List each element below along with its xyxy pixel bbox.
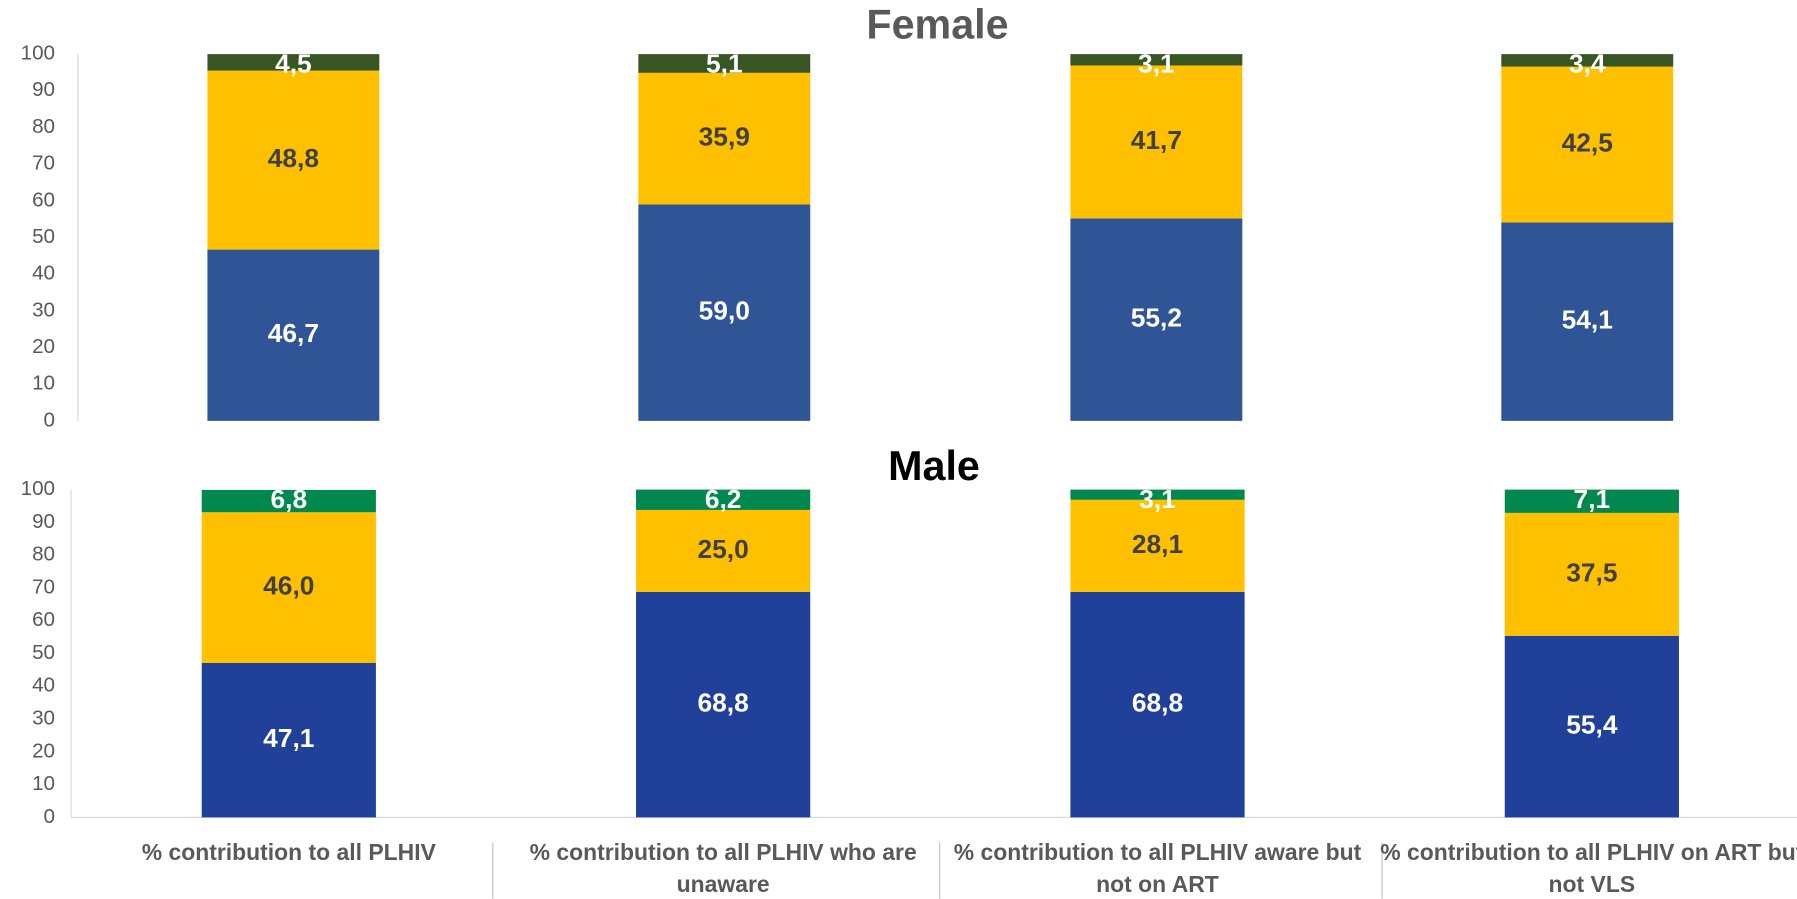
y-tick-label: 30 — [32, 707, 55, 730]
x-tick-label-box: % contribution to all PLHIV on ART but n… — [1380, 840, 1797, 898]
y-tick-label: 80 — [32, 115, 55, 138]
data-label: 35,9 — [699, 122, 750, 152]
bar-segment — [1070, 54, 1243, 66]
bar-segment — [638, 204, 811, 421]
data-label: 46,7 — [268, 318, 319, 348]
data-label: 5,1 — [706, 49, 743, 79]
bar-segment — [1504, 512, 1679, 636]
x-tick-label: % contribution to all PLHIV aware but no… — [953, 840, 1362, 898]
y-tick-label: 100 — [21, 477, 55, 500]
data-label: 55,2 — [1131, 303, 1182, 333]
data-label: 59,0 — [699, 296, 750, 326]
y-tick-label: 30 — [32, 298, 55, 321]
data-label: 25,0 — [698, 534, 749, 564]
y-tick-label: 60 — [32, 188, 55, 211]
data-label: 46,0 — [263, 571, 314, 601]
chart-title: Male — [888, 443, 980, 489]
y-tick-label: 10 — [32, 372, 55, 395]
bar-segment — [638, 54, 811, 73]
x-tick-label-box: % contribution to all PLHIV — [141, 840, 436, 866]
bar-segment — [207, 249, 380, 421]
x-tick-label: % contribution to all PLHIV — [141, 840, 436, 866]
y-tick-label: 90 — [32, 510, 55, 533]
bar-segment — [636, 489, 811, 510]
y-tick-label: 10 — [32, 772, 55, 795]
bar-segment — [1501, 54, 1674, 67]
bar-segment — [636, 509, 811, 592]
bar-segment — [1070, 499, 1245, 592]
data-label: 7,1 — [1574, 484, 1611, 514]
y-tick-label: 80 — [32, 543, 55, 566]
bar-segment — [1070, 218, 1243, 421]
bar-segment — [1501, 222, 1674, 421]
y-tick-label: 40 — [32, 674, 55, 697]
data-label: 42,5 — [1562, 127, 1613, 157]
y-tick-label: 40 — [32, 262, 55, 285]
x-tick-label-box: % contribution to all PLHIV aware but no… — [953, 840, 1362, 898]
y-tick-label: 70 — [32, 152, 55, 175]
y-tick-label: 100 — [21, 42, 55, 65]
bar-segment — [1070, 65, 1243, 219]
data-label: 54,1 — [1562, 305, 1613, 335]
data-label: 68,8 — [1132, 688, 1183, 718]
data-label: 6,2 — [705, 484, 742, 514]
data-label: 47,1 — [263, 723, 314, 753]
bar-segment — [201, 512, 376, 664]
bar-segment — [201, 663, 376, 818]
y-tick-label: 50 — [32, 225, 55, 248]
data-label: 48,8 — [268, 143, 319, 173]
data-label: 3,4 — [1569, 49, 1606, 79]
bar-segment — [1504, 489, 1679, 513]
x-tick-label-box: % contribution to all PLHIV who are unaw… — [529, 840, 917, 898]
data-label: 3,1 — [1139, 484, 1176, 514]
bar-segment — [1504, 635, 1679, 818]
data-label: 55,4 — [1566, 710, 1618, 740]
y-tick-label: 0 — [44, 408, 55, 431]
y-tick-label: 20 — [32, 335, 55, 358]
y-tick-label: 50 — [32, 641, 55, 664]
bar-segment — [1501, 66, 1674, 223]
chart-title: Female — [866, 2, 1008, 48]
data-label: 6,8 — [270, 484, 307, 514]
y-tick-label: 0 — [44, 805, 55, 828]
bar-segment — [207, 70, 380, 250]
y-tick-label: 70 — [32, 575, 55, 598]
x-tick-label: % contribution to all PLHIV who are unaw… — [529, 840, 917, 898]
data-label: 37,5 — [1566, 557, 1617, 587]
data-label: 4,5 — [275, 49, 312, 79]
bar-segment — [207, 54, 380, 71]
data-label: 41,7 — [1131, 125, 1182, 155]
bar-segment — [638, 72, 811, 205]
data-label: 68,8 — [698, 688, 749, 718]
x-tick-label: % contribution to all PLHIV on ART but n… — [1380, 840, 1797, 898]
bar-segment — [1070, 489, 1245, 500]
data-label: 3,1 — [1138, 49, 1175, 79]
bar-segment — [636, 591, 811, 818]
y-tick-label: 20 — [32, 739, 55, 762]
data-label: 28,1 — [1132, 529, 1183, 559]
bar-segment — [201, 489, 376, 513]
y-tick-label: 60 — [32, 608, 55, 631]
y-tick-label: 90 — [32, 78, 55, 101]
bar-segment — [1070, 591, 1245, 818]
